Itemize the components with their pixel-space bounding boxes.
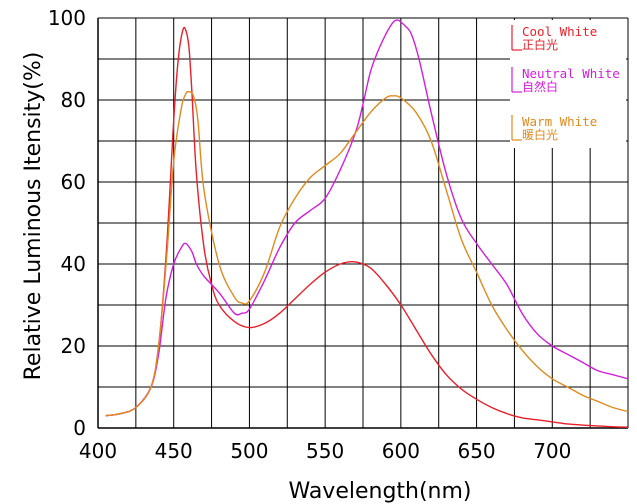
x-tick-label: 650 bbox=[457, 439, 495, 463]
legend-label-zh: 暖白光 bbox=[522, 127, 558, 142]
y-axis-label: Relative Luminous Itensity(%) bbox=[21, 52, 46, 381]
series-line-cool-white bbox=[105, 26, 629, 428]
legend-label-zh: 自然白 bbox=[522, 79, 558, 94]
legend-background bbox=[510, 20, 626, 148]
tick-labels: 400 450 500 550 600 650 700 0 20 40 60 80 100 bbox=[48, 6, 572, 463]
y-tick-label: 100 bbox=[48, 6, 86, 30]
legend-label: Neutral White bbox=[522, 66, 620, 81]
axes bbox=[97, 18, 628, 429]
y-tick-label: 80 bbox=[61, 88, 86, 112]
x-tick-label: 600 bbox=[382, 439, 420, 463]
x-tick-label: 400 bbox=[79, 439, 117, 463]
y-tick-label: 40 bbox=[61, 252, 86, 276]
x-tick-label: 450 bbox=[155, 439, 193, 463]
x-tick-label: 550 bbox=[306, 439, 344, 463]
series-lines bbox=[105, 19, 629, 428]
legend-label-zh: 正白光 bbox=[522, 37, 558, 52]
y-tick-label: 0 bbox=[73, 416, 86, 440]
x-tick-label: 700 bbox=[533, 439, 571, 463]
series-line-neutral-white bbox=[105, 19, 629, 417]
legend-label: Cool White bbox=[522, 24, 597, 39]
y-tick-label: 20 bbox=[61, 334, 86, 358]
x-axis-label: Wavelength(nm) bbox=[288, 479, 471, 504]
y-tick-label: 60 bbox=[61, 170, 86, 194]
series-line-warm-white bbox=[105, 90, 629, 417]
x-tick-label: 500 bbox=[230, 439, 268, 463]
legend-label: Warm White bbox=[522, 114, 597, 129]
